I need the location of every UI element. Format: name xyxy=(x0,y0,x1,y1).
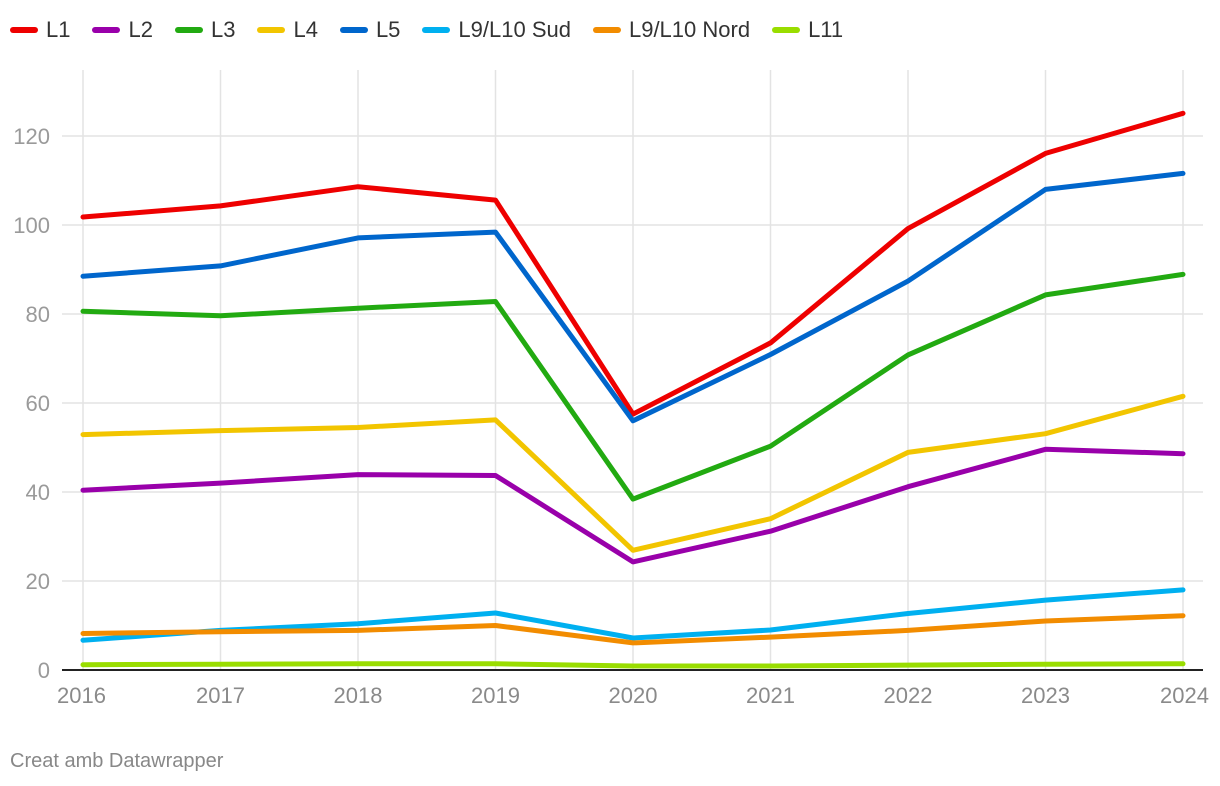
x-tick-label: 2016 xyxy=(57,683,106,708)
y-tick-label: 20 xyxy=(26,569,50,594)
y-tick-label: 80 xyxy=(26,302,50,327)
x-tick-label: 2020 xyxy=(609,683,658,708)
credit-text: Creat amb Datawrapper xyxy=(10,750,224,772)
x-tick-label: 2023 xyxy=(1021,683,1070,708)
legend-label: L11 xyxy=(808,17,844,42)
legend-label: L4 xyxy=(293,17,318,42)
y-tick-label: 60 xyxy=(26,391,50,416)
legend-label: L2 xyxy=(128,17,153,42)
legend-item: L1 xyxy=(10,17,70,43)
legend-swatch xyxy=(174,27,203,33)
legend-swatch xyxy=(772,27,801,33)
legend-item: L9/L10 Sud xyxy=(422,17,571,43)
legend-label: L1 xyxy=(46,17,71,42)
legend-label: L3 xyxy=(210,17,236,42)
legend-item: L9/L10 Nord xyxy=(592,17,751,43)
y-tick-label: 40 xyxy=(26,480,50,505)
series-line-l2 xyxy=(80,446,1186,565)
y-tick-label: 0 xyxy=(38,658,50,683)
legend-label: L9/L10 Sud xyxy=(458,17,571,42)
legend-item: L4 xyxy=(257,17,318,43)
x-tick-label: 2018 xyxy=(334,683,383,708)
legend-swatch xyxy=(92,27,121,33)
legend-swatch xyxy=(592,27,621,33)
x-tick-label: 2017 xyxy=(196,683,245,708)
x-tick-label: 2022 xyxy=(884,683,933,708)
axis-layer: 0 20 40 60 80 100 120 2016 2017 2018 2019 2020 2021 2… xyxy=(13,124,1209,708)
x-tick-label: 2024 xyxy=(1160,683,1209,708)
series-line-l9-l10-nord xyxy=(80,613,1186,646)
legend-label: L9/L10 Nord xyxy=(628,17,751,42)
series-line-l9-l10-sud xyxy=(80,587,1186,643)
legend-swatch xyxy=(422,27,451,33)
x-tick-label: 2019 xyxy=(471,683,520,708)
y-tick-label: 120 xyxy=(13,124,50,149)
legend-item: L2 xyxy=(92,17,153,43)
series-line-l1 xyxy=(80,110,1186,417)
series-line-l3 xyxy=(80,271,1186,502)
x-tick-label: 2021 xyxy=(746,683,795,708)
legend-swatch xyxy=(339,27,368,33)
y-tick-label: 100 xyxy=(13,213,50,238)
series-line-l4 xyxy=(80,393,1186,553)
legend-label: L5 xyxy=(375,17,401,42)
series-line-l11 xyxy=(80,661,1186,669)
legend-item: L11 xyxy=(772,17,843,43)
series-layer xyxy=(80,110,1186,669)
chart-legend: L1 L2 L3 L4 L5 L9/L10 Sud L9/L10 Nord L11 xyxy=(10,14,865,46)
legend-swatch xyxy=(257,27,286,33)
legend-swatch xyxy=(10,27,38,33)
legend-item: L3 xyxy=(174,17,236,43)
series-line-l5 xyxy=(80,170,1186,424)
legend-item: L5 xyxy=(339,17,401,43)
